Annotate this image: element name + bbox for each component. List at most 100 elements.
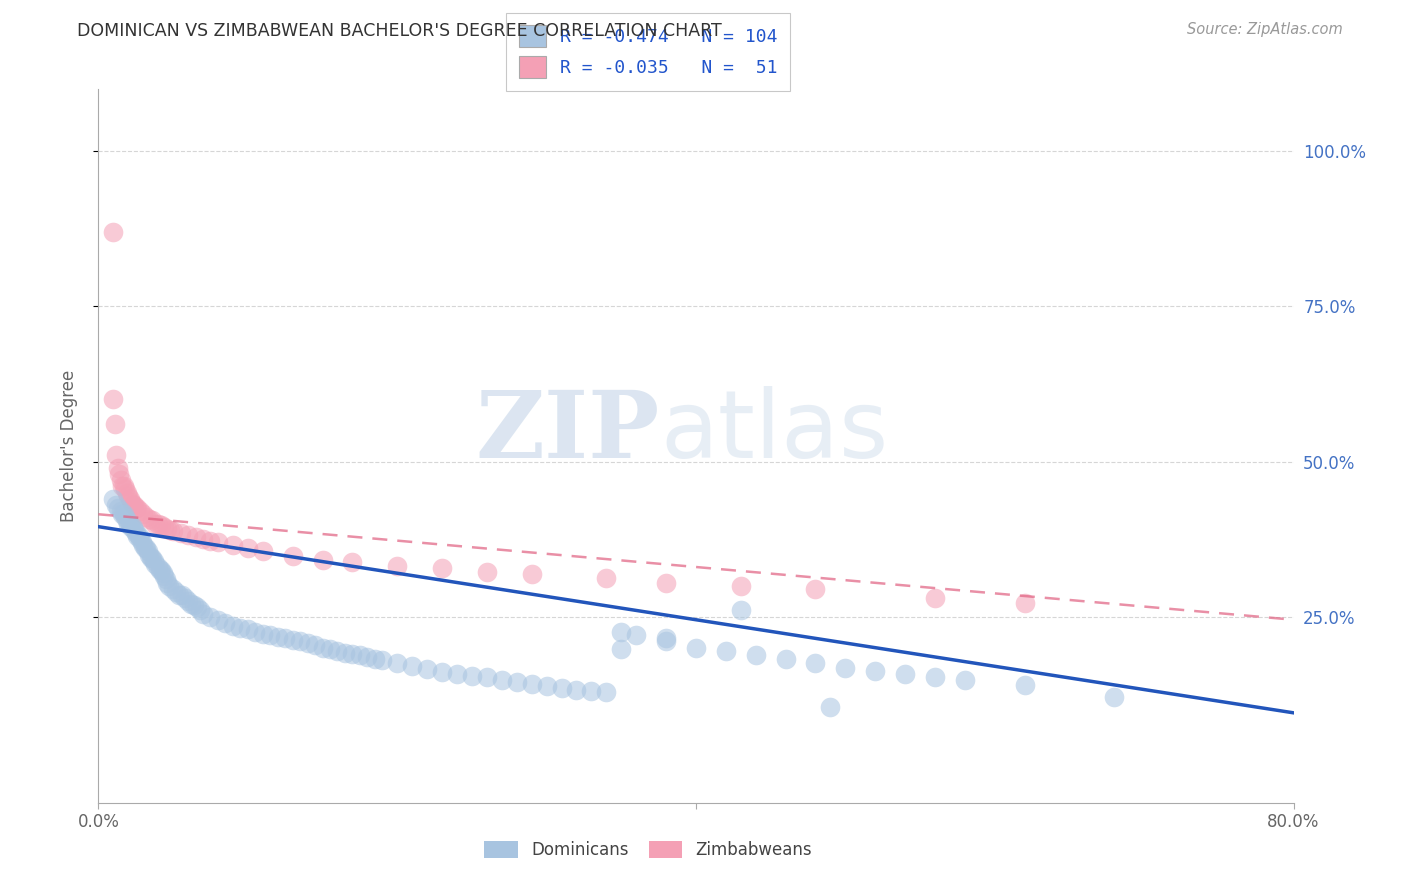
Point xyxy=(150,517,173,532)
Point xyxy=(326,644,349,658)
Point xyxy=(311,640,333,655)
Point xyxy=(461,668,484,682)
Point xyxy=(111,508,134,522)
Point xyxy=(121,519,143,533)
Point xyxy=(401,659,423,673)
Point xyxy=(120,495,142,509)
Point xyxy=(105,498,128,512)
Point xyxy=(191,607,214,621)
Point xyxy=(865,665,887,679)
Point xyxy=(115,485,138,500)
Point xyxy=(112,479,135,493)
Point xyxy=(148,516,170,531)
Point xyxy=(259,628,281,642)
Point xyxy=(371,653,394,667)
Point xyxy=(214,615,236,630)
Point xyxy=(105,448,128,462)
Point xyxy=(1014,678,1036,692)
Point xyxy=(167,588,190,602)
Point xyxy=(626,628,648,642)
Point xyxy=(236,541,259,556)
Point xyxy=(118,491,141,506)
Point xyxy=(730,603,752,617)
Point xyxy=(135,510,157,524)
Point xyxy=(138,548,160,562)
Point xyxy=(150,563,173,577)
Point xyxy=(430,561,453,575)
Point xyxy=(356,650,378,665)
Point xyxy=(333,646,356,660)
Point xyxy=(655,575,678,590)
Point xyxy=(610,641,633,656)
Point xyxy=(188,603,211,617)
Point xyxy=(121,498,143,512)
Point xyxy=(172,588,194,602)
Point xyxy=(685,640,707,655)
Point xyxy=(430,665,453,680)
Point xyxy=(162,582,184,596)
Point xyxy=(267,630,290,644)
Point xyxy=(229,621,252,635)
Point xyxy=(342,647,364,661)
Point xyxy=(565,682,588,697)
Point xyxy=(730,579,752,593)
Point xyxy=(177,527,200,541)
Point xyxy=(491,673,513,687)
Point xyxy=(924,591,946,605)
Point xyxy=(475,565,498,579)
Text: DOMINICAN VS ZIMBABWEAN BACHELOR'S DEGREE CORRELATION CHART: DOMINICAN VS ZIMBABWEAN BACHELOR'S DEGRE… xyxy=(77,22,723,40)
Point xyxy=(180,597,202,611)
Point xyxy=(174,591,197,605)
Point xyxy=(129,504,152,518)
Point xyxy=(107,501,129,516)
Point xyxy=(236,622,259,636)
Point xyxy=(581,684,603,698)
Point xyxy=(191,532,214,546)
Point xyxy=(136,544,159,558)
Point xyxy=(416,662,439,676)
Point xyxy=(142,554,165,568)
Point xyxy=(288,634,311,648)
Point xyxy=(222,619,245,633)
Point xyxy=(114,483,136,497)
Point xyxy=(148,560,170,574)
Point xyxy=(385,656,409,670)
Text: Source: ZipAtlas.com: Source: ZipAtlas.com xyxy=(1187,22,1343,37)
Point xyxy=(252,544,274,558)
Point xyxy=(252,627,274,641)
Point xyxy=(153,519,176,533)
Point xyxy=(610,625,633,640)
Point xyxy=(162,524,184,538)
Point xyxy=(111,479,134,493)
Point xyxy=(155,573,177,587)
Point xyxy=(110,504,132,518)
Point xyxy=(114,510,136,524)
Point xyxy=(714,644,737,658)
Point xyxy=(143,516,166,531)
Point xyxy=(127,501,149,516)
Point xyxy=(104,417,127,432)
Point xyxy=(169,525,191,540)
Point xyxy=(177,594,200,608)
Point xyxy=(125,501,148,516)
Point xyxy=(139,550,162,565)
Point xyxy=(152,566,174,581)
Point xyxy=(207,613,229,627)
Point xyxy=(311,552,333,566)
Point xyxy=(297,636,319,650)
Point xyxy=(342,555,364,569)
Point xyxy=(103,225,125,239)
Point xyxy=(134,541,156,556)
Point xyxy=(117,516,139,531)
Point xyxy=(834,660,856,674)
Point xyxy=(520,676,543,690)
Point xyxy=(165,584,187,599)
Point xyxy=(745,648,768,662)
Point xyxy=(128,529,150,543)
Point xyxy=(281,633,304,648)
Point xyxy=(124,523,146,537)
Point xyxy=(520,567,543,582)
Point xyxy=(184,530,207,544)
Point xyxy=(132,538,155,552)
Point xyxy=(349,648,371,662)
